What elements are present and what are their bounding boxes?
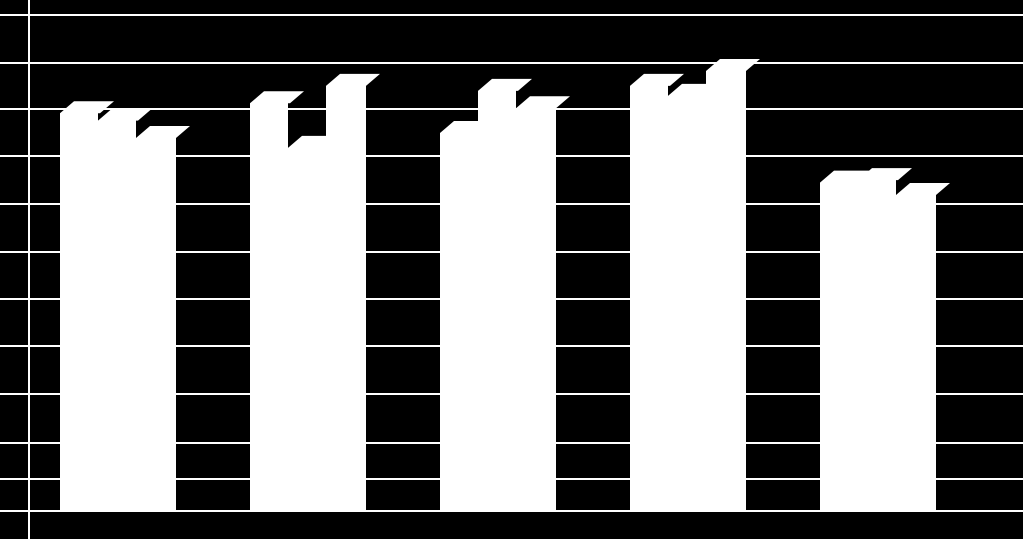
- bar-group-silhouette: [820, 168, 950, 510]
- plot-area: [0, 0, 1023, 539]
- bar-group: [0, 0, 1023, 539]
- bar-chart-3d: [0, 0, 1023, 539]
